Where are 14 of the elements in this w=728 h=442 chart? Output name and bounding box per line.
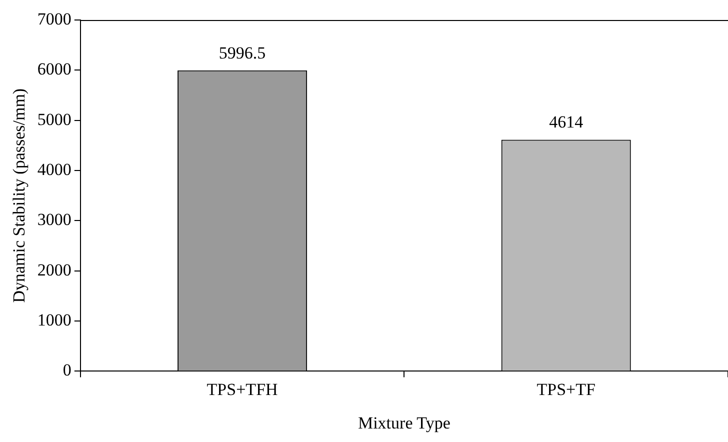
- y-tick-label: 7000: [37, 9, 72, 28]
- y-tick-label: 4000: [37, 160, 72, 179]
- y-tick-label: 0: [62, 360, 72, 380]
- x-tick-label: TPS+TF: [536, 380, 596, 399]
- y-tick-label: 2000: [37, 260, 72, 280]
- data-label: 5996.5: [218, 43, 266, 62]
- y-tick-label: 5000: [37, 110, 72, 129]
- y-axis-title: Dynamic Stability (passes/mm): [10, 88, 29, 303]
- x-tick-label: TPS+TFH: [206, 380, 278, 399]
- y-tick-label: 1000: [37, 310, 72, 330]
- data-label: 4614: [549, 112, 584, 132]
- x-axis-title: Mixture Type: [358, 413, 450, 432]
- y-tick-label: 3000: [37, 210, 72, 230]
- y-tick-label: 6000: [37, 60, 72, 79]
